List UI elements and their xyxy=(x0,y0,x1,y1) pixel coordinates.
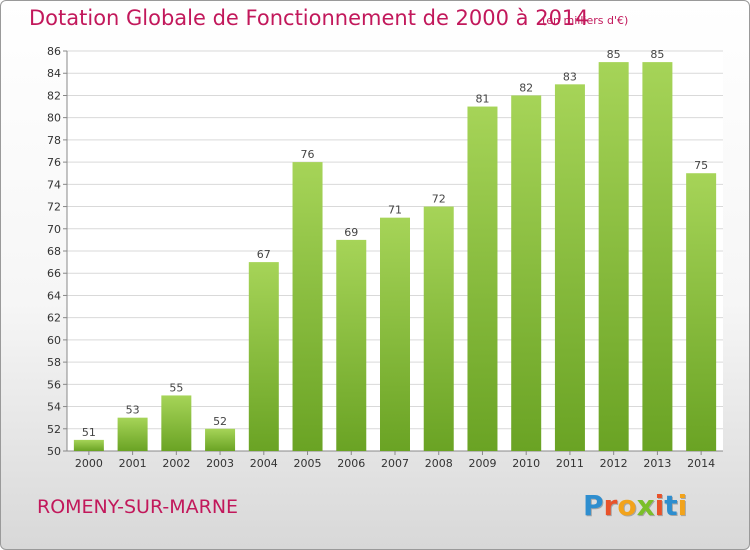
bar-value-label: 75 xyxy=(694,159,708,172)
y-tick-label: 56 xyxy=(47,378,61,391)
logo-letter: i xyxy=(677,489,688,522)
bar-value-label: 82 xyxy=(519,81,533,94)
y-tick-label: 58 xyxy=(47,356,61,369)
y-tick-label: 60 xyxy=(47,334,61,347)
logo-letter: o xyxy=(617,489,637,522)
bar xyxy=(598,62,629,451)
x-tick-label: 2001 xyxy=(119,457,147,470)
bar xyxy=(686,173,717,451)
chart-title: Dotation Globale de Fonctionnement de 20… xyxy=(29,6,589,30)
bar xyxy=(73,439,104,451)
x-tick-label: 2012 xyxy=(600,457,628,470)
bar xyxy=(117,417,148,451)
y-tick-label: 54 xyxy=(47,401,61,414)
x-tick-label: 2006 xyxy=(337,457,365,470)
x-tick-label: 2013 xyxy=(643,457,671,470)
bar-value-label: 85 xyxy=(607,48,621,61)
y-tick-label: 68 xyxy=(47,245,61,258)
y-tick-label: 66 xyxy=(47,267,61,280)
bar-value-label: 69 xyxy=(344,226,358,239)
x-tick-label: 2002 xyxy=(162,457,190,470)
bar-value-label: 53 xyxy=(126,404,140,417)
x-tick-label: 2004 xyxy=(250,457,278,470)
bar-value-label: 67 xyxy=(257,248,271,261)
y-tick-label: 80 xyxy=(47,112,61,125)
x-tick-label: 2007 xyxy=(381,457,409,470)
bar-value-label: 76 xyxy=(301,148,315,161)
x-tick-label: 2014 xyxy=(687,457,715,470)
commune-name: ROMENY-SUR-MARNE xyxy=(37,496,239,518)
x-tick-label: 2011 xyxy=(556,457,584,470)
y-tick-label: 72 xyxy=(47,201,61,214)
bar xyxy=(161,395,192,451)
logo-letter: x xyxy=(636,489,655,522)
x-tick-label: 2000 xyxy=(75,457,103,470)
y-tick-label: 70 xyxy=(47,223,61,236)
logo-letter: i xyxy=(654,489,665,522)
logo-letter: t xyxy=(664,489,678,522)
y-tick-label: 78 xyxy=(47,134,61,147)
y-tick-label: 76 xyxy=(47,156,61,169)
y-tick-label: 50 xyxy=(47,445,61,458)
bar xyxy=(423,206,454,451)
chart-unit: (en milliers d'€) xyxy=(542,14,629,27)
bar xyxy=(642,62,673,451)
bar xyxy=(292,162,323,451)
bar-value-label: 72 xyxy=(432,193,446,206)
y-tick-label: 52 xyxy=(47,423,61,436)
x-tick-label: 2005 xyxy=(294,457,322,470)
bar xyxy=(205,428,236,451)
y-tick-label: 82 xyxy=(47,89,61,102)
x-tick-label: 2010 xyxy=(512,457,540,470)
logo-letter: P xyxy=(583,489,604,522)
logo-letter: r xyxy=(603,489,618,522)
y-tick-label: 62 xyxy=(47,312,61,325)
bar-value-label: 83 xyxy=(563,70,577,83)
bar xyxy=(248,262,279,451)
bar-value-label: 51 xyxy=(82,426,96,439)
x-tick-label: 2009 xyxy=(468,457,496,470)
bar xyxy=(380,217,410,451)
y-tick-label: 86 xyxy=(47,45,61,58)
x-tick-label: 2003 xyxy=(206,457,234,470)
bar xyxy=(336,239,367,451)
bar-value-label: 52 xyxy=(213,415,227,428)
y-tick-label: 64 xyxy=(47,289,61,302)
bar xyxy=(554,84,585,451)
proxiti-logo: Proxiti xyxy=(583,489,687,522)
bar-value-label: 55 xyxy=(169,381,183,394)
y-tick-label: 84 xyxy=(47,67,61,80)
bar xyxy=(511,95,542,451)
y-tick-label: 74 xyxy=(47,178,61,191)
bar xyxy=(467,106,498,452)
bar-value-label: 85 xyxy=(650,48,664,61)
bar-value-label: 71 xyxy=(388,204,402,217)
bar-value-label: 81 xyxy=(475,93,489,106)
x-tick-label: 2008 xyxy=(425,457,453,470)
